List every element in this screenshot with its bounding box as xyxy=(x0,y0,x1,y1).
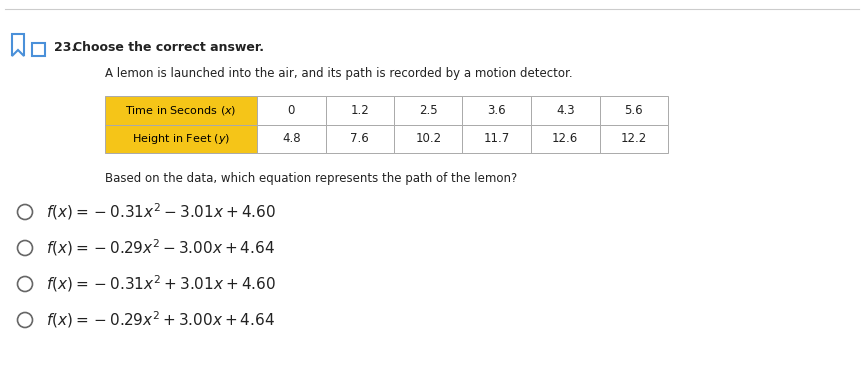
Text: 4.8: 4.8 xyxy=(282,132,301,145)
Text: 11.7: 11.7 xyxy=(484,132,510,145)
Text: 7.6: 7.6 xyxy=(351,132,369,145)
FancyBboxPatch shape xyxy=(462,124,531,153)
Text: Choose the correct answer.: Choose the correct answer. xyxy=(73,41,264,54)
Text: 2.5: 2.5 xyxy=(419,104,437,117)
FancyBboxPatch shape xyxy=(105,124,257,153)
FancyBboxPatch shape xyxy=(394,124,462,153)
Text: $f(x) = -0.29x^2 - 3.00x + 4.64$: $f(x) = -0.29x^2 - 3.00x + 4.64$ xyxy=(46,238,275,258)
FancyBboxPatch shape xyxy=(531,96,600,124)
Text: 12.6: 12.6 xyxy=(552,132,578,145)
FancyBboxPatch shape xyxy=(326,96,394,124)
Text: 5.6: 5.6 xyxy=(625,104,643,117)
FancyBboxPatch shape xyxy=(326,124,394,153)
Text: 1.2: 1.2 xyxy=(351,104,369,117)
Text: Based on the data, which equation represents the path of the lemon?: Based on the data, which equation repres… xyxy=(105,172,518,184)
FancyBboxPatch shape xyxy=(600,96,668,124)
FancyBboxPatch shape xyxy=(257,96,326,124)
FancyBboxPatch shape xyxy=(257,124,326,153)
Text: $f(x) = -0.31x^2 - 3.01x + 4.60$: $f(x) = -0.31x^2 - 3.01x + 4.60$ xyxy=(46,202,276,223)
Text: 4.3: 4.3 xyxy=(556,104,575,117)
Text: $f(x) = -0.29x^2 + 3.00x + 4.64$: $f(x) = -0.29x^2 + 3.00x + 4.64$ xyxy=(46,310,275,330)
Text: Time in Seconds ($x$): Time in Seconds ($x$) xyxy=(125,104,237,117)
Text: $f(x) = -0.31x^2 + 3.01x + 4.60$: $f(x) = -0.31x^2 + 3.01x + 4.60$ xyxy=(46,274,276,294)
Text: 3.6: 3.6 xyxy=(487,104,506,117)
Text: 12.2: 12.2 xyxy=(620,132,647,145)
FancyBboxPatch shape xyxy=(600,124,668,153)
FancyBboxPatch shape xyxy=(105,96,257,124)
FancyBboxPatch shape xyxy=(394,96,462,124)
FancyBboxPatch shape xyxy=(462,96,531,124)
Text: 0: 0 xyxy=(288,104,295,117)
Text: A lemon is launched into the air, and its path is recorded by a motion detector.: A lemon is launched into the air, and it… xyxy=(105,67,573,79)
Text: Height in Feet ($y$): Height in Feet ($y$) xyxy=(132,132,230,146)
Text: 23.: 23. xyxy=(54,41,76,54)
Text: 10.2: 10.2 xyxy=(416,132,442,145)
FancyBboxPatch shape xyxy=(531,124,600,153)
